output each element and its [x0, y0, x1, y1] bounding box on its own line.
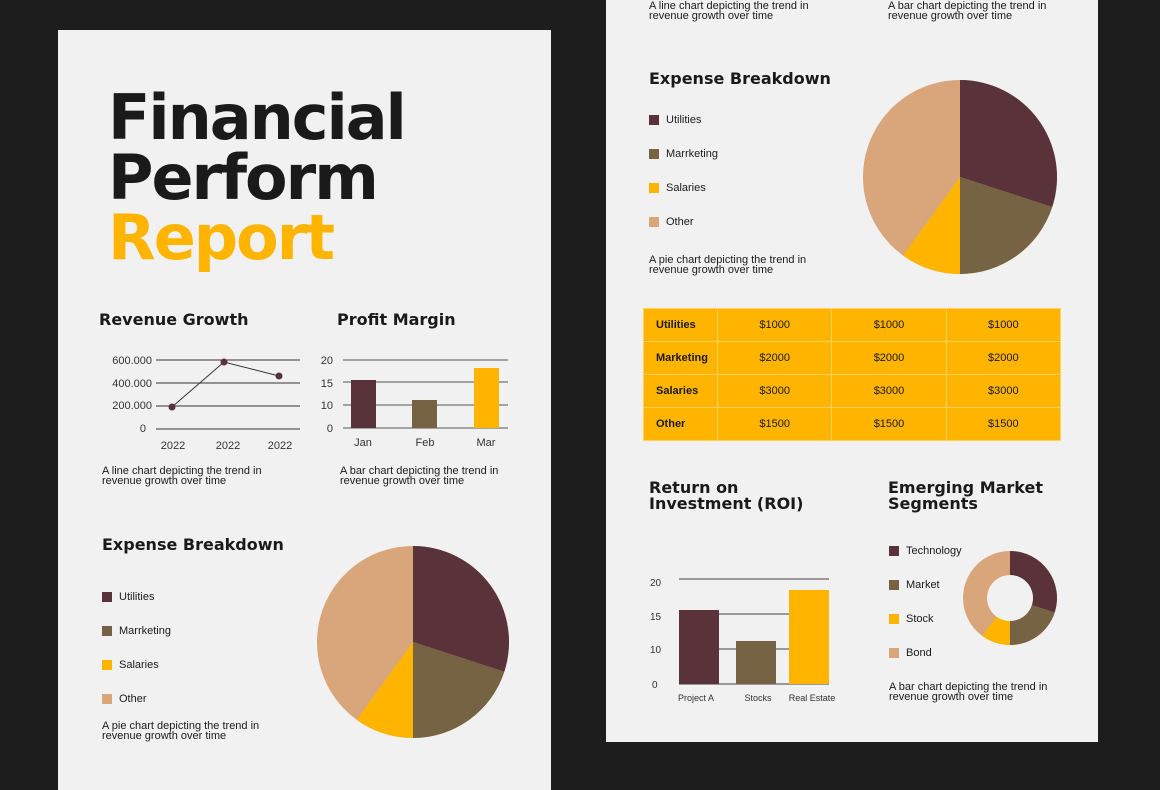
svg-text:20: 20: [321, 355, 333, 367]
svg-text:2022: 2022: [268, 440, 292, 452]
expense-legend-2: Utilities Marrketing Salaries Other: [649, 103, 718, 239]
report-page-1: Financial Perform Report Revenue Growth …: [58, 30, 551, 790]
table-row: Utilities $1000 $1000 $1000: [643, 308, 1062, 342]
svg-text:200.000: 200.000: [112, 400, 152, 412]
svg-text:Feb: Feb: [416, 437, 435, 449]
revenue-title: Revenue Growth: [99, 310, 249, 329]
svg-text:0: 0: [140, 423, 146, 435]
expense-table: Utilities $1000 $1000 $1000 Marketing $2000 $…: [643, 308, 1062, 441]
expense-pie-chart: [317, 546, 510, 738]
title-line-2: Perform: [108, 141, 379, 214]
emerging-legend: Technology Market Stock Bond: [889, 534, 962, 670]
expense-caption: A pie chart depicting the trend in revenu…: [102, 720, 260, 742]
roi-title: Return on Investment (ROI): [649, 478, 804, 513]
svg-text:10: 10: [321, 400, 333, 412]
title-line-1: Financial: [108, 81, 407, 154]
svg-text:2022: 2022: [161, 440, 185, 452]
emerging-title: Emerging Market Segments: [888, 478, 1044, 513]
svg-text:20: 20: [650, 578, 662, 589]
svg-text:0: 0: [327, 423, 333, 435]
profit-bar-chart: 20 15 10 0 Jan Feb Mar: [321, 355, 508, 449]
pie-caption: A pie chart depicting the trend in revenu…: [649, 254, 807, 276]
svg-text:2022: 2022: [216, 440, 240, 452]
profit-caption: A bar chart depicting the trend in revenu…: [340, 465, 499, 487]
svg-text:Mar: Mar: [477, 437, 496, 449]
emerging-donut-chart: [963, 551, 1057, 645]
table-row: Other $1500 $1500 $1500: [643, 407, 1062, 441]
title-line-3: Report: [108, 201, 335, 274]
svg-text:15: 15: [321, 378, 333, 390]
svg-text:Stocks: Stocks: [744, 693, 772, 703]
svg-text:Project A: Project A: [678, 693, 714, 703]
roi-bar-chart: 20 15 10 0 Project A Stocks Real Estate: [650, 578, 836, 703]
revenue-line-chart: 600.000 400.000 200.000 0 2022 2022 2022: [112, 355, 300, 452]
profit-title: Profit Margin: [337, 310, 456, 329]
report-title: Financial Perform Report: [108, 81, 407, 274]
line-caption-top: A line chart depicting the trend in reven…: [649, 0, 809, 22]
svg-text:Real Estate: Real Estate: [789, 693, 836, 703]
bar-caption-top: A bar chart depicting the trend in revenu…: [888, 0, 1047, 22]
svg-text:10: 10: [650, 645, 662, 656]
table-row: Marketing $2000 $2000 $2000: [643, 341, 1062, 375]
revenue-caption: A line chart depicting the trend in reven…: [102, 465, 262, 487]
svg-text:600.000: 600.000: [112, 355, 152, 367]
svg-text:0: 0: [652, 680, 658, 691]
expense-pie-chart-2: [863, 80, 1057, 274]
expense-title-2: Expense Breakdown: [649, 69, 831, 88]
expense-legend: Utilities Marrketing Salaries Other: [102, 580, 171, 716]
report-page-2: A line chart depicting the trend in reven…: [606, 0, 1098, 742]
svg-text:Jan: Jan: [354, 437, 372, 449]
expense-title: Expense Breakdown: [102, 535, 284, 554]
svg-text:15: 15: [650, 612, 662, 623]
table-row: Salaries $3000 $3000 $3000: [643, 374, 1062, 408]
emerging-caption: A bar chart depicting the trend in revenu…: [889, 681, 1048, 703]
svg-text:400.000: 400.000: [112, 378, 152, 390]
